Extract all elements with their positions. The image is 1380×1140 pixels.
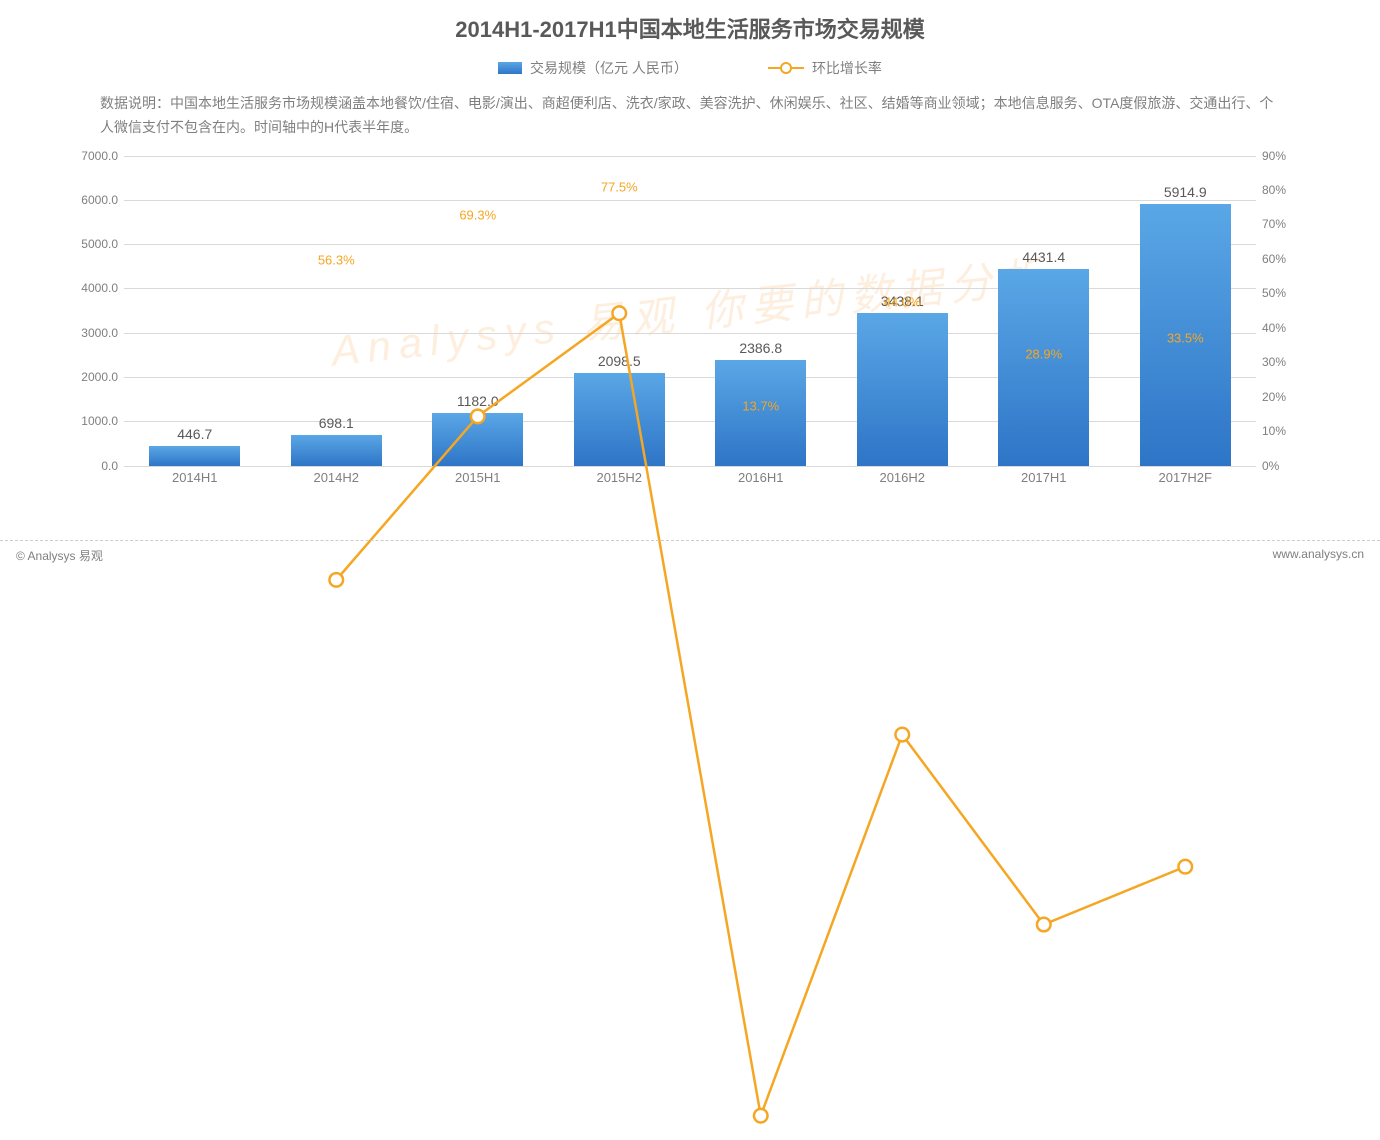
legend-item-bar: 交易规模（亿元 人民币） bbox=[498, 58, 688, 78]
bar-slot: 5914.9 bbox=[1115, 156, 1257, 466]
legend-bar-label: 交易规模（亿元 人民币） bbox=[530, 58, 688, 78]
bar: 2098.5 bbox=[574, 373, 665, 466]
bar: 446.7 bbox=[149, 446, 240, 466]
y-left-tick: 1000.0 bbox=[81, 414, 118, 428]
y-left-tick: 4000.0 bbox=[81, 281, 118, 295]
plot-area: 446.7 698.1 1182.0 2098.5 2386.8 3438.1 4431.4… bbox=[124, 156, 1256, 466]
legend-bar-swatch bbox=[498, 62, 522, 74]
y-right-tick: 90% bbox=[1262, 149, 1286, 163]
bar-slot: 4431.4 bbox=[973, 156, 1115, 466]
y-axis-left: 0.01000.02000.03000.04000.05000.06000.07… bbox=[70, 156, 124, 466]
x-label: 2017H1 bbox=[973, 470, 1115, 496]
chart-title: 2014H1-2017H1中国本地生活服务市场交易规模 bbox=[0, 0, 1380, 44]
chart-description: 数据说明：中国本地生活服务市场规模涵盖本地餐饮/住宿、电影/演出、商超便利店、洗… bbox=[100, 92, 1280, 140]
line-marker bbox=[329, 573, 343, 587]
legend-line-swatch bbox=[768, 61, 804, 75]
x-label: 2016H2 bbox=[832, 470, 974, 496]
y-left-tick: 3000.0 bbox=[81, 326, 118, 340]
line-marker bbox=[895, 727, 909, 741]
bar-value-label: 698.1 bbox=[319, 415, 354, 431]
bar-slot: 3438.1 bbox=[832, 156, 974, 466]
bar: 4431.4 bbox=[998, 269, 1089, 465]
bars-layer: 446.7 698.1 1182.0 2098.5 2386.8 3438.1 4431.4… bbox=[124, 156, 1256, 466]
bar-value-label: 5914.9 bbox=[1164, 184, 1207, 200]
x-label: 2016H1 bbox=[690, 470, 832, 496]
footer-copyright: © Analysys 易观 bbox=[16, 547, 103, 564]
y-right-tick: 0% bbox=[1262, 459, 1279, 473]
y-right-tick: 30% bbox=[1262, 355, 1286, 369]
y-right-tick: 20% bbox=[1262, 390, 1286, 404]
grid-line bbox=[124, 466, 1256, 467]
bar-slot: 1182.0 bbox=[407, 156, 549, 466]
x-label: 2015H1 bbox=[407, 470, 549, 496]
chart-area: 0.0 1000.0 2000.0 3000.0 4000.0 5000.0 6000.0 7… bbox=[70, 146, 1310, 496]
bar: 2386.8 bbox=[715, 360, 806, 466]
x-axis: 2014H12014H22015H12015H22016H12016H22017… bbox=[124, 470, 1256, 496]
bar-slot: 2386.8 bbox=[690, 156, 832, 466]
y-right-tick: 40% bbox=[1262, 321, 1286, 335]
legend-line-label: 环比增长率 bbox=[812, 58, 882, 78]
y-left-tick: 5000.0 bbox=[81, 237, 118, 251]
bar-slot: 446.7 bbox=[124, 156, 266, 466]
y-right-tick: 10% bbox=[1262, 424, 1286, 438]
x-label: 2015H2 bbox=[549, 470, 691, 496]
y-right-tick: 80% bbox=[1262, 183, 1286, 197]
x-label: 2014H2 bbox=[266, 470, 408, 496]
bar-value-label: 2098.5 bbox=[598, 353, 641, 369]
bar: 5914.9 bbox=[1140, 204, 1231, 466]
bar-slot: 2098.5 bbox=[549, 156, 691, 466]
legend-item-line: 环比增长率 bbox=[768, 58, 882, 78]
legend: 交易规模（亿元 人民币） 环比增长率 bbox=[0, 58, 1380, 78]
line-marker bbox=[754, 1108, 768, 1122]
y-left-tick: 2000.0 bbox=[81, 370, 118, 384]
y-axis-right: 0%10%20%30%40%50%60%70%80%90% bbox=[1256, 156, 1310, 466]
bar-slot: 698.1 bbox=[266, 156, 408, 466]
x-label: 2014H1 bbox=[124, 470, 266, 496]
bar-value-label: 3438.1 bbox=[881, 293, 924, 309]
bar: 3438.1 bbox=[857, 313, 948, 465]
bar-value-label: 2386.8 bbox=[739, 340, 782, 356]
y-right-tick: 50% bbox=[1262, 286, 1286, 300]
bar-value-label: 4431.4 bbox=[1022, 249, 1065, 265]
x-label: 2017H2F bbox=[1115, 470, 1257, 496]
y-right-tick: 70% bbox=[1262, 217, 1286, 231]
y-left-tick: 0.0 bbox=[101, 459, 118, 473]
footer-url: www.analysys.cn bbox=[1273, 547, 1364, 564]
line-marker bbox=[1178, 859, 1192, 873]
bar: 1182.0 bbox=[432, 413, 523, 465]
y-left-tick: 6000.0 bbox=[81, 193, 118, 207]
y-right-tick: 60% bbox=[1262, 252, 1286, 266]
line-marker bbox=[1037, 917, 1051, 931]
footer: © Analysys 易观 www.analysys.cn bbox=[0, 540, 1380, 564]
y-left-tick: 7000.0 bbox=[81, 149, 118, 163]
bar-value-label: 1182.0 bbox=[457, 393, 499, 409]
bar: 698.1 bbox=[291, 435, 382, 466]
bar-value-label: 446.7 bbox=[177, 426, 212, 442]
